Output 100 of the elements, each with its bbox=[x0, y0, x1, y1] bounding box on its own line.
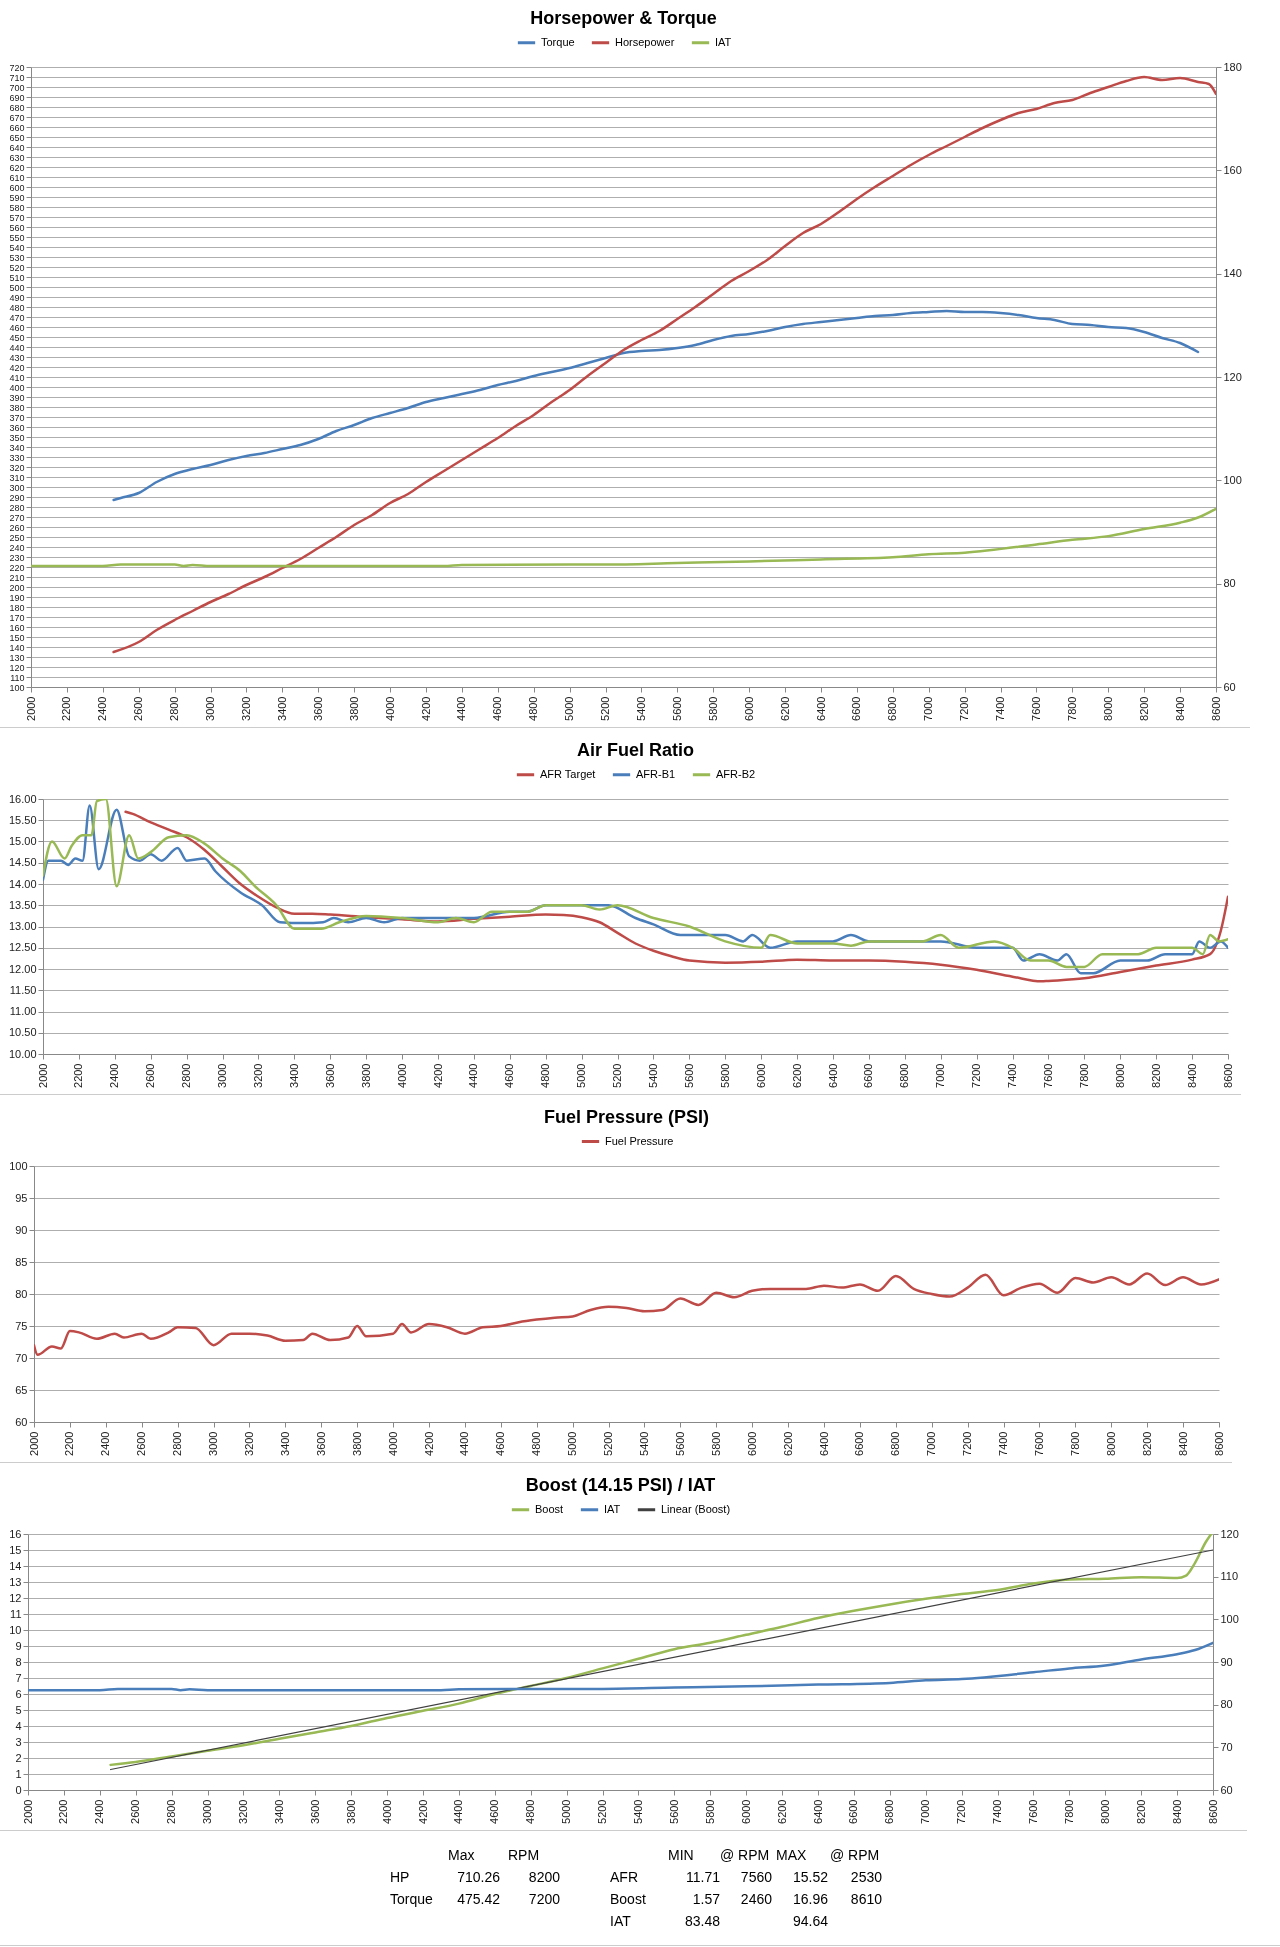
x-tick-label: 2600 bbox=[129, 1799, 142, 1824]
y-tick-label: 180 bbox=[9, 602, 25, 613]
y-tick-label: 290 bbox=[9, 492, 25, 503]
x-tick-label: 4400 bbox=[458, 1431, 471, 1456]
y-tick-label: 14.00 bbox=[8, 877, 37, 890]
y-tick-label: 560 bbox=[9, 222, 25, 233]
x-tick-label: 5800 bbox=[709, 1431, 722, 1456]
text: AFR bbox=[610, 1869, 638, 1885]
x-tick-label: 4400 bbox=[455, 696, 468, 721]
x-tick-label: 7600 bbox=[1026, 1799, 1039, 1824]
x-tick-label: 7200 bbox=[961, 1431, 974, 1456]
x-tick-label: 6400 bbox=[811, 1799, 824, 1824]
y-tick-label: 470 bbox=[9, 312, 25, 323]
x-tick-label: 3600 bbox=[323, 1063, 336, 1088]
x-tick-label: 2400 bbox=[99, 1431, 112, 1456]
x-tick-label: 7600 bbox=[1041, 1063, 1054, 1088]
y-tick-label: 75 bbox=[15, 1319, 28, 1332]
y2-tick-label: 100 bbox=[1220, 1612, 1239, 1625]
x-tick-label: 8600 bbox=[1209, 696, 1222, 721]
x-tick-label: 6400 bbox=[814, 696, 827, 721]
x-tick-label: 2800 bbox=[171, 1431, 184, 1456]
y-tick-label: 8 bbox=[15, 1655, 22, 1668]
x-tick-label: 3000 bbox=[204, 696, 217, 721]
x-tick-label: 7400 bbox=[997, 1431, 1010, 1456]
y-tick-label: 500 bbox=[9, 282, 25, 293]
y-tick-label: 0 bbox=[15, 1783, 22, 1796]
text: 710.26 bbox=[457, 1869, 500, 1885]
legend-label: IAT bbox=[715, 35, 732, 48]
x-tick-label: 2600 bbox=[144, 1063, 157, 1088]
text: RPM bbox=[508, 1847, 540, 1863]
x-tick-label: 8600 bbox=[1212, 1431, 1225, 1456]
x-tick-label: 4800 bbox=[524, 1799, 537, 1824]
x-tick-label: 3200 bbox=[236, 1799, 249, 1824]
x-tick-label: 8200 bbox=[1137, 696, 1150, 721]
x-tick-label: 8400 bbox=[1170, 1799, 1183, 1824]
x-tick-label: 2600 bbox=[135, 1431, 148, 1456]
text: MIN bbox=[668, 1847, 694, 1863]
y-tick-label: 95 bbox=[15, 1191, 28, 1204]
text: Max bbox=[448, 1847, 475, 1863]
y-tick-label: 200 bbox=[9, 582, 25, 593]
y-tick-label: 120 bbox=[9, 662, 25, 673]
y-tick-label: 65 bbox=[15, 1383, 28, 1396]
legend-label: Linear (Boost) bbox=[661, 1502, 731, 1515]
y-tick-label: 280 bbox=[9, 502, 25, 513]
y-tick-label: 550 bbox=[9, 232, 25, 243]
x-tick-label: 8400 bbox=[1176, 1431, 1189, 1456]
x-tick-label: 6400 bbox=[826, 1063, 839, 1088]
y-tick-label: 140 bbox=[9, 642, 25, 653]
y-tick-label: 240 bbox=[9, 542, 25, 553]
x-tick-label: 5600 bbox=[673, 1431, 686, 1456]
y-tick-label: 12 bbox=[9, 1591, 22, 1604]
y-tick-label: 320 bbox=[9, 462, 25, 473]
x-tick-label: 7000 bbox=[919, 1799, 932, 1824]
y-tick-label: 12.50 bbox=[8, 941, 37, 954]
x-tick-label: 6600 bbox=[862, 1063, 875, 1088]
x-tick-label: 3400 bbox=[278, 1431, 291, 1456]
legend-label: AFR Target bbox=[540, 767, 596, 780]
y-tick-label: 570 bbox=[9, 212, 25, 223]
text: @ RPM bbox=[830, 1847, 880, 1863]
x-tick-label: 8600 bbox=[1206, 1799, 1219, 1824]
x-tick-label: 4200 bbox=[416, 1799, 429, 1824]
x-tick-label: 8200 bbox=[1134, 1799, 1147, 1824]
y-tick-label: 13.00 bbox=[8, 920, 37, 932]
y-tick-label: 11.00 bbox=[9, 1005, 37, 1017]
y-tick-label: 15.00 bbox=[8, 835, 37, 847]
x-tick-label: 8400 bbox=[1185, 1063, 1198, 1088]
y-tick-label: 520 bbox=[9, 262, 25, 273]
x-tick-label: 7600 bbox=[1032, 1431, 1045, 1456]
text: 8610 bbox=[850, 1891, 882, 1907]
y-tick-label: 210 bbox=[9, 572, 25, 583]
y-tick-label: 13 bbox=[9, 1575, 22, 1588]
x-tick-label: 4000 bbox=[380, 1799, 393, 1824]
y-tick-label: 350 bbox=[9, 432, 25, 443]
y-tick-label: 12.00 bbox=[8, 962, 37, 975]
x-tick-label: 7400 bbox=[1006, 1063, 1019, 1088]
y-tick-label: 14.50 bbox=[8, 856, 37, 869]
x-tick-label: 2200 bbox=[72, 1063, 85, 1088]
y-tick-label: 650 bbox=[9, 132, 25, 143]
text: 11.71 bbox=[686, 1869, 720, 1885]
legend-label: Horsepower bbox=[615, 35, 675, 48]
y-tick-label: 580 bbox=[9, 202, 25, 213]
x-tick-label: 7600 bbox=[1029, 696, 1042, 721]
x-tick-label: 8000 bbox=[1113, 1063, 1126, 1088]
y-tick-label: 680 bbox=[9, 102, 25, 113]
y2-tick-label: 160 bbox=[1223, 163, 1242, 176]
y-tick-label: 360 bbox=[9, 422, 25, 433]
y-tick-label: 260 bbox=[9, 522, 25, 533]
x-tick-label: 3000 bbox=[207, 1431, 220, 1456]
x-tick-label: 7200 bbox=[958, 696, 971, 721]
y2-tick-label: 140 bbox=[1223, 267, 1242, 280]
x-tick-label: 8200 bbox=[1149, 1063, 1162, 1088]
x-tick-label: 2200 bbox=[60, 696, 73, 721]
x-tick-label: 5200 bbox=[596, 1799, 609, 1824]
x-tick-label: 7200 bbox=[970, 1063, 983, 1088]
y-tick-label: 60 bbox=[15, 1415, 28, 1428]
x-tick-label: 8000 bbox=[1101, 696, 1114, 721]
x-tick-label: 3800 bbox=[359, 1063, 372, 1088]
x-tick-label: 5600 bbox=[682, 1063, 695, 1088]
y-tick-label: 11 bbox=[10, 1607, 22, 1620]
x-tick-label: 5800 bbox=[706, 696, 719, 721]
